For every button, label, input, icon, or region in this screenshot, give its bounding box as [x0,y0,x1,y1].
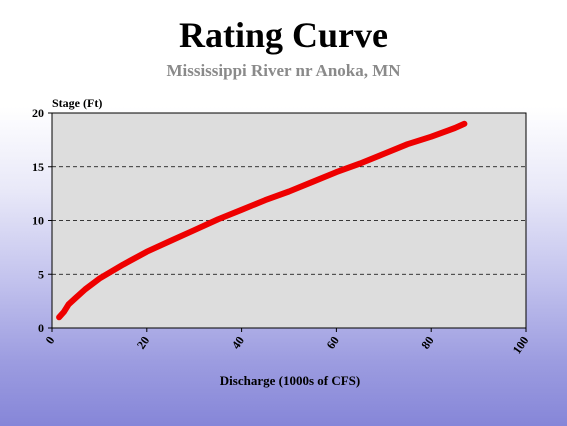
x-tick-label: 60 [324,334,342,352]
x-tick-label: 80 [418,334,436,352]
y-tick-label: 15 [32,160,44,174]
x-axis-label: Discharge (1000s of CFS) [220,373,360,388]
x-tick-label: 0 [43,334,58,347]
series-line [56,120,468,321]
y-tick-label: 20 [32,106,44,120]
y-axis-label: Stage (Ft) [52,96,102,110]
x-tick-label: 20 [134,334,152,352]
chart-subtitle: Mississippi River nr Anoka, MN [166,61,401,80]
x-tick-label: 40 [229,334,247,352]
chart-title: Rating Curve [179,15,388,55]
y-tick-label: 5 [38,267,44,281]
y-tick-label: 0 [38,321,44,335]
y-tick-label: 10 [32,214,44,228]
x-tick-label: 100 [510,334,532,357]
